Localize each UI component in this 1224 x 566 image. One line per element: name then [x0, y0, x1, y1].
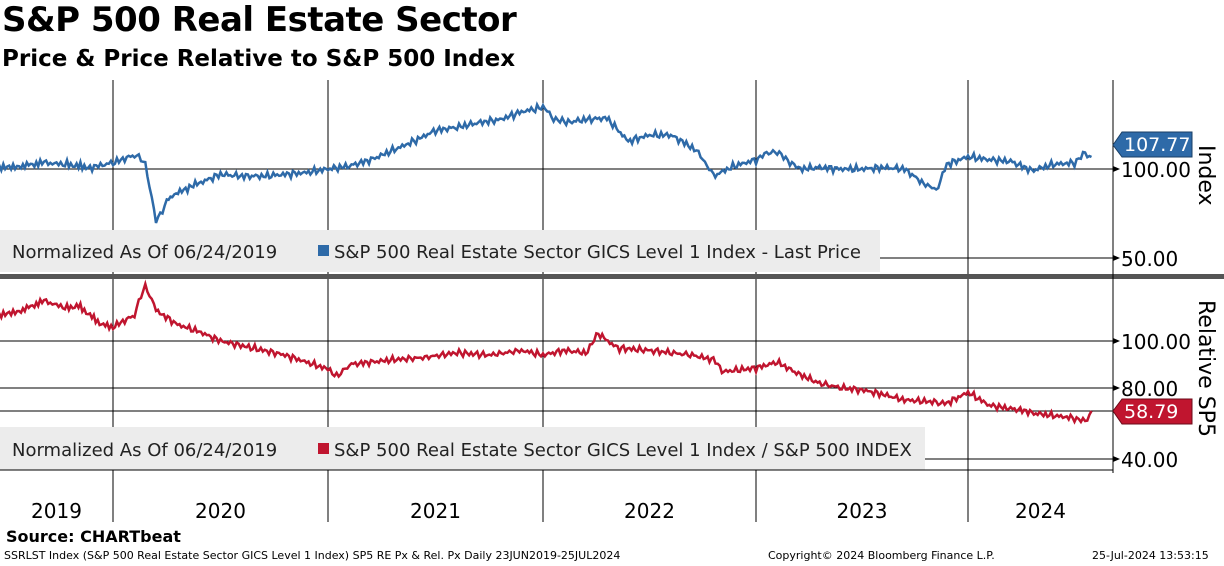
source-note: Source: CHARTbeat: [6, 527, 181, 546]
footer-description: SSRLST Index (S&P 500 Real Estate Sector…: [4, 549, 621, 562]
y-tick-arrow: [1113, 255, 1120, 261]
top-y-axis-title: Index: [1193, 145, 1218, 206]
y-tick-arrow: [1113, 385, 1120, 391]
top-legend-label: S&P 500 Real Estate Sector GICS Level 1 …: [334, 242, 861, 263]
y-tick-label: 80.00: [1121, 377, 1178, 401]
relative-last-value: 58.79: [1124, 401, 1178, 423]
x-tick-label: 2020: [195, 499, 246, 523]
x-tick-label: 2022: [624, 499, 675, 523]
bottom-y-axis-title: Relative SP5: [1193, 300, 1218, 437]
y-tick-arrow: [1113, 456, 1120, 462]
bottom-legend-label: S&P 500 Real Estate Sector GICS Level 1 …: [334, 440, 912, 461]
y-tick-label: 40.00: [1121, 448, 1178, 472]
top-legend-box: [0, 230, 880, 272]
y-tick-arrow: [1113, 166, 1120, 172]
y-tick-label: 50.00: [1121, 247, 1178, 271]
price-last-value: 107.77: [1124, 134, 1190, 156]
x-axis-year-labels: 2019 2020 2021 2022 2023 2024: [31, 499, 1066, 523]
y-tick-arrow: [1113, 338, 1120, 344]
chart-subtitle: Price & Price Relative to S&P 500 Index: [2, 46, 516, 72]
relative-last-value-tag: [1112, 398, 1193, 425]
y-tick-label: 100.00: [1121, 330, 1191, 354]
x-tick-label: 2019: [31, 499, 82, 523]
bottom-legend-swatch: [318, 443, 329, 454]
y-tick-label: 100.00: [1121, 158, 1191, 182]
bottom-legend-prefix: Normalized As Of 06/24/2019: [12, 440, 277, 461]
relative-series-line: [0, 279, 1093, 425]
panel-divider[interactable]: [0, 274, 1224, 279]
bottom-legend-box: [0, 427, 925, 470]
chart-title: S&P 500 Real Estate Sector: [2, 0, 517, 40]
x-tick-label: 2023: [837, 499, 888, 523]
y-axis-ticks: 100.00 50.00 100.00 80.00 40.00: [1113, 158, 1191, 472]
x-tick-label: 2024: [1015, 499, 1066, 523]
price-last-value-tag: [1112, 131, 1193, 158]
x-tick-label: 2021: [410, 499, 461, 523]
price-series-line: [0, 101, 1093, 224]
footer-copyright: Copyright© 2024 Bloomberg Finance L.P.: [768, 549, 995, 562]
footer-timestamp: 25-Jul-2024 13:53:15: [1092, 549, 1209, 562]
top-legend-prefix: Normalized As Of 06/24/2019: [12, 242, 277, 263]
top-legend-swatch: [318, 245, 329, 256]
